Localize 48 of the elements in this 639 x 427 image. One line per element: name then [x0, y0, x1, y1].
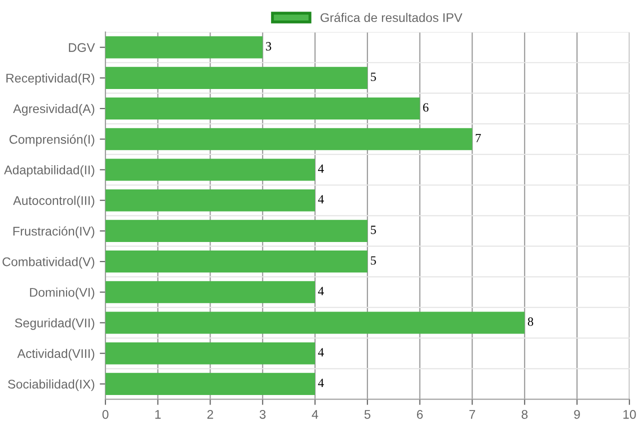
data-label: 4 [318, 195, 324, 204]
y-tick-label: Sociabilidad(IX) [8, 379, 94, 392]
x-tick-label: 6 [416, 410, 423, 419]
data-label: 5 [370, 256, 376, 265]
data-label: 4 [318, 348, 324, 356]
x-tick-label: 8 [522, 410, 528, 419]
data-label: 7 [476, 134, 481, 142]
data-label: 4 [318, 378, 324, 387]
legend-label: Gráfica de resultados IPV [320, 12, 462, 22]
bar [105, 220, 368, 242]
data-label: 4 [318, 164, 324, 173]
x-tick-label: 3 [260, 410, 266, 419]
y-tick-label: Agresividad(A) [13, 104, 94, 116]
y-tick-label: Frustración(IV) [13, 226, 94, 238]
data-label: 5 [370, 226, 376, 234]
bar [105, 281, 316, 304]
x-tick-label: 4 [312, 410, 318, 419]
x-tick-label: 2 [207, 410, 214, 419]
y-tick-label: Seguridad(VII) [14, 318, 94, 330]
bar [105, 342, 316, 364]
x-tick-label: 0 [102, 410, 108, 419]
x-tick-label: 7 [469, 410, 476, 419]
y-tick-label: Comprensión(I) [10, 134, 94, 146]
y-tick-label: DGV [68, 43, 95, 52]
bar [105, 128, 472, 150]
bar [105, 372, 316, 395]
x-tick-label: 5 [364, 410, 370, 419]
x-tick-label: 10 [623, 410, 636, 419]
y-tick-label: Dominio(VI) [30, 288, 94, 300]
bar [105, 36, 263, 58]
x-tick-label: 1 [155, 410, 161, 419]
data-label: 6 [423, 103, 428, 112]
bar [105, 98, 420, 120]
y-tick-label: Autocontrol(III) [13, 196, 94, 208]
bar [105, 66, 368, 89]
bar [105, 189, 316, 212]
bar [105, 158, 316, 181]
data-label: 8 [528, 317, 534, 326]
data-label: 5 [370, 72, 376, 82]
data-label: 3 [266, 42, 272, 50]
bar [105, 250, 368, 273]
x-tick-label: 9 [574, 410, 580, 419]
y-tick-label: Actividad(VIII) [17, 348, 94, 360]
y-tick-label: Adaptabilidad(II) [4, 165, 94, 177]
data-label: 4 [318, 286, 324, 296]
y-tick-label: Combatividad(V) [2, 257, 94, 269]
bar [105, 312, 525, 334]
y-tick-label: Receptividad(R) [6, 73, 94, 86]
